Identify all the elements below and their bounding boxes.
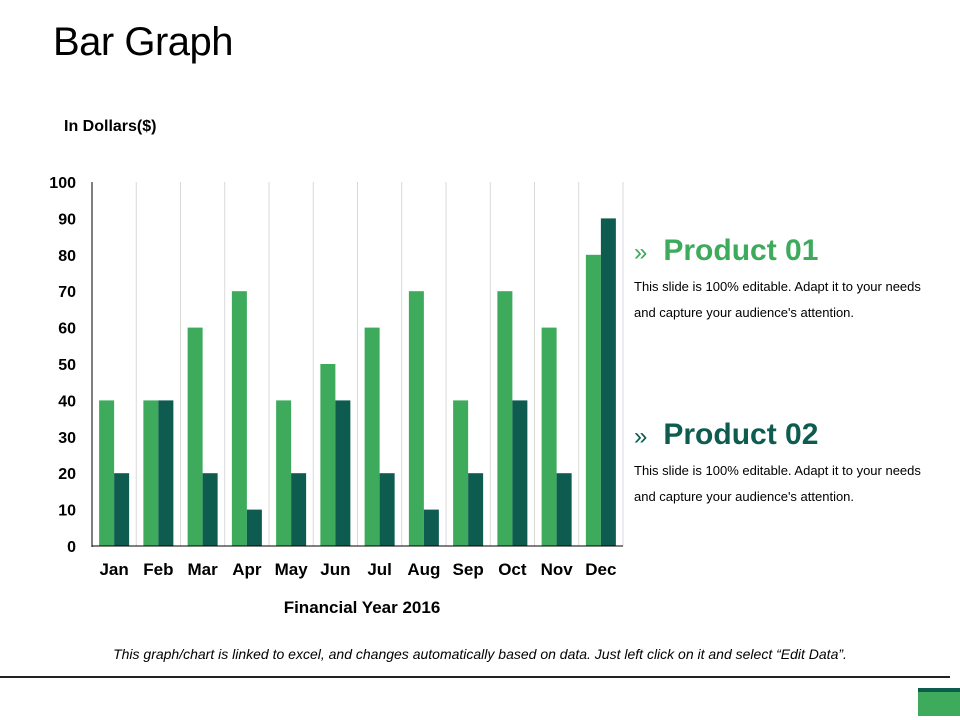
chart-footnote: This graph/chart is linked to excel, and… (113, 646, 847, 662)
legend-product-02-name: Product 02 (663, 418, 819, 451)
legend-product-01-name: Product 01 (663, 234, 819, 267)
bar-product-01-nov (541, 327, 557, 546)
legend-product-02: » Product 02 This slide is 100% editable… (634, 418, 944, 510)
x-tick-label: Jul (367, 560, 392, 579)
bar-product-01-dec (585, 254, 601, 547)
bar-product-02-feb (158, 400, 174, 546)
x-tick-label: Mar (188, 560, 219, 579)
y-tick-label: 40 (58, 393, 76, 410)
slide-title: Bar Graph (53, 20, 234, 64)
legend-product-02-description: This slide is 100% editable. Adapt it to… (634, 463, 921, 504)
y-tick-label: 80 (58, 248, 76, 265)
x-tick-label: Apr (232, 560, 262, 579)
y-tick-label: 10 (58, 503, 76, 520)
x-tick-label: Jun (320, 560, 350, 579)
bar-product-01-may (276, 400, 292, 546)
corner-accent-fill (918, 692, 960, 716)
bar-product-02-aug (423, 509, 439, 546)
x-tick-label: Oct (498, 560, 527, 579)
bar-product-02-oct (512, 400, 528, 546)
x-axis-label: Financial Year 2016 (283, 598, 441, 617)
x-tick-label: Jan (99, 560, 128, 579)
footer-divider (0, 676, 950, 678)
x-tick-label: Aug (407, 560, 440, 579)
y-tick-label: 20 (58, 466, 76, 483)
corner-accent (918, 688, 960, 716)
y-tick-label: 100 (49, 175, 76, 192)
y-tick-label: 70 (58, 284, 76, 301)
y-tick-label: 60 (58, 321, 76, 338)
bar-product-02-jan (114, 473, 130, 546)
bar-product-01-mar (187, 327, 203, 546)
legend-product-01: » Product 01 This slide is 100% editable… (634, 234, 944, 326)
bar-product-01-oct (497, 291, 513, 546)
legend-arrow-icon: » (634, 423, 648, 450)
x-tick-label: Feb (143, 560, 173, 579)
bar-product-02-sep (468, 473, 484, 546)
bar-product-02-apr (246, 509, 262, 546)
x-tick-label: Sep (453, 560, 484, 579)
y-tick-label: 30 (58, 430, 76, 447)
y-axis-label: In Dollars($) (64, 118, 157, 135)
x-tick-label: May (275, 560, 309, 579)
bar-product-01-feb (143, 400, 159, 546)
bar-product-01-jun (320, 364, 336, 546)
bar-product-02-mar (202, 473, 218, 546)
bar-product-01-sep (453, 400, 469, 546)
x-tick-label: Nov (541, 560, 574, 579)
bar-product-02-jul (379, 473, 395, 546)
bar-product-02-jun (335, 400, 351, 546)
bar-product-02-nov (556, 473, 572, 546)
y-tick-label: 50 (58, 357, 76, 374)
legend-product-01-description: This slide is 100% editable. Adapt it to… (634, 279, 921, 320)
bar-product-01-jul (364, 327, 380, 546)
y-tick-label: 90 (58, 211, 76, 228)
legend-arrow-icon: » (634, 239, 648, 266)
bar-product-01-jan (99, 400, 115, 546)
bar-product-02-dec (600, 218, 616, 546)
bar-product-01-apr (231, 291, 247, 546)
bar-product-02-may (291, 473, 307, 546)
y-tick-label: 0 (67, 539, 76, 556)
x-tick-label: Dec (585, 560, 616, 579)
bar-product-01-aug (408, 291, 424, 546)
corner-accent-stripe (918, 688, 960, 692)
